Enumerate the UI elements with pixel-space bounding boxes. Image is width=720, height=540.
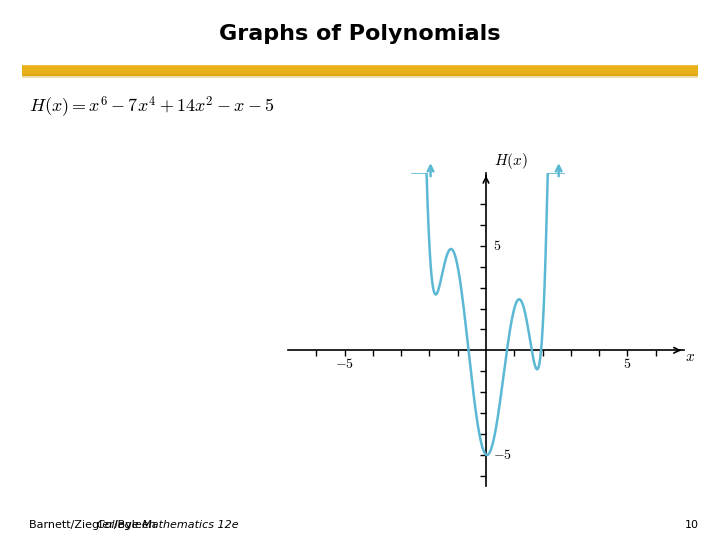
FancyBboxPatch shape xyxy=(15,65,704,76)
Text: $5$: $5$ xyxy=(624,356,631,370)
Text: $H(x)$: $H(x)$ xyxy=(495,151,528,171)
Text: 10: 10 xyxy=(685,520,698,530)
Text: College Mathematics 12e: College Mathematics 12e xyxy=(97,520,239,530)
Text: $-5$: $-5$ xyxy=(493,448,512,462)
Text: $x$: $x$ xyxy=(685,349,696,364)
Text: Barnett/Ziegler/Byleen: Barnett/Ziegler/Byleen xyxy=(29,520,159,530)
Text: $-5$: $-5$ xyxy=(335,356,354,370)
Text: Graphs of Polynomials: Graphs of Polynomials xyxy=(220,24,500,44)
FancyBboxPatch shape xyxy=(15,74,704,78)
Text: $H(x) = x^6 - 7x^4 + 14x^2 - x - 5$: $H(x) = x^6 - 7x^4 + 14x^2 - x - 5$ xyxy=(29,94,274,120)
Text: $5$: $5$ xyxy=(493,239,501,253)
